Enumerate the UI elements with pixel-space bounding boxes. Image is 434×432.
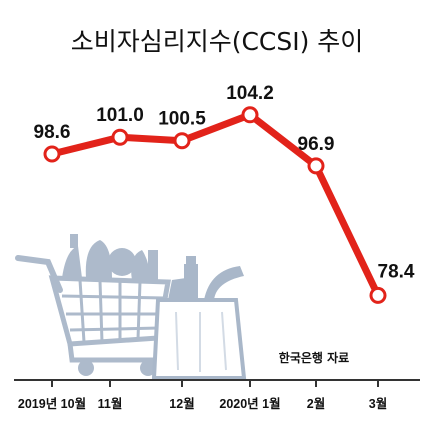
x-axis-ticks	[51, 380, 379, 387]
data-label: 104.2	[226, 83, 274, 104]
x-tick-label: 11월	[98, 396, 123, 411]
shopping-cart-icon	[15, 234, 171, 376]
series-line	[48, 111, 382, 299]
data-point	[111, 128, 129, 146]
x-axis-tick-labels: 2019년 10월 11월 12월 2020년 1월 2월 3월	[18, 396, 387, 411]
data-label: 78.4	[378, 261, 415, 282]
data-label: 100.5	[158, 109, 206, 130]
x-tick-label: 2020년 1월	[219, 396, 280, 411]
x-tick-label: 12월	[169, 396, 194, 411]
chart-title: 소비자심리지수(CCSI) 추이	[71, 27, 364, 56]
grocery-bag-icon	[151, 256, 247, 380]
data-labels: 98.6 101.0 100.5 104.2 96.9 78.4	[34, 83, 415, 283]
data-point	[307, 157, 325, 175]
data-point	[369, 286, 387, 304]
data-point	[173, 132, 191, 150]
source-note: 한국은행 자료	[279, 350, 349, 365]
x-tick-label: 3월	[369, 396, 387, 411]
data-point	[43, 145, 61, 163]
data-label: 98.6	[34, 122, 71, 143]
data-point	[241, 106, 259, 124]
data-label: 96.9	[298, 134, 335, 155]
x-tick-label: 2월	[307, 396, 325, 411]
x-tick-label: 2019년 10월	[18, 396, 86, 411]
data-points	[43, 106, 387, 304]
data-label: 101.0	[96, 105, 144, 126]
